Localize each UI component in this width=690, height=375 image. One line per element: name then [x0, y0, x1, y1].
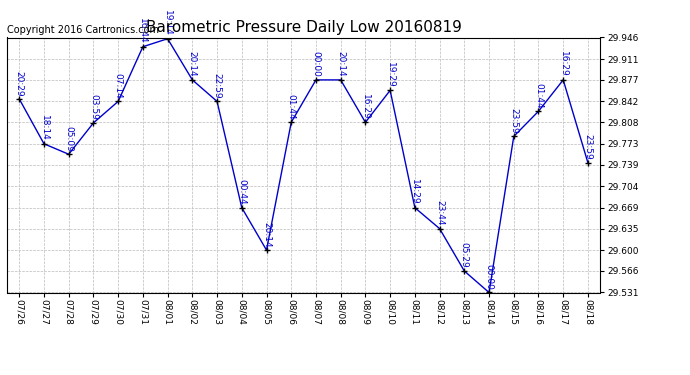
Text: 23:44: 23:44: [435, 200, 444, 226]
Text: Pressure  (Inches/Hg): Pressure (Inches/Hg): [474, 27, 609, 37]
Text: 16:44: 16:44: [139, 18, 148, 44]
Text: 20:29: 20:29: [14, 70, 23, 96]
Text: 19:29: 19:29: [386, 62, 395, 88]
Text: 05:29: 05:29: [460, 243, 469, 268]
Text: 07:14: 07:14: [114, 73, 123, 99]
Text: 20:14: 20:14: [262, 222, 271, 248]
Text: 16:29: 16:29: [559, 51, 568, 77]
Text: 00:44: 00:44: [237, 179, 246, 205]
Text: 01:44: 01:44: [287, 94, 296, 120]
Text: 16:29: 16:29: [361, 94, 370, 120]
Text: Copyright 2016 Cartronics.com: Copyright 2016 Cartronics.com: [7, 25, 159, 35]
Text: 23:59: 23:59: [584, 134, 593, 160]
Text: 01:44: 01:44: [534, 83, 543, 108]
Text: 03:59: 03:59: [89, 94, 98, 120]
Text: 22:59: 22:59: [213, 73, 221, 99]
Text: 18:14: 18:14: [39, 115, 48, 141]
Text: 23:59: 23:59: [509, 108, 518, 134]
Text: 19:14: 19:14: [163, 10, 172, 36]
Text: 20:14: 20:14: [336, 51, 345, 77]
Text: 05:09: 05:09: [64, 126, 73, 152]
Title: Barometric Pressure Daily Low 20160819: Barometric Pressure Daily Low 20160819: [146, 20, 462, 35]
Text: 00:00: 00:00: [484, 264, 493, 290]
Text: 14:29: 14:29: [411, 179, 420, 205]
Text: 20:14: 20:14: [188, 51, 197, 77]
Text: 00:00: 00:00: [311, 51, 320, 77]
